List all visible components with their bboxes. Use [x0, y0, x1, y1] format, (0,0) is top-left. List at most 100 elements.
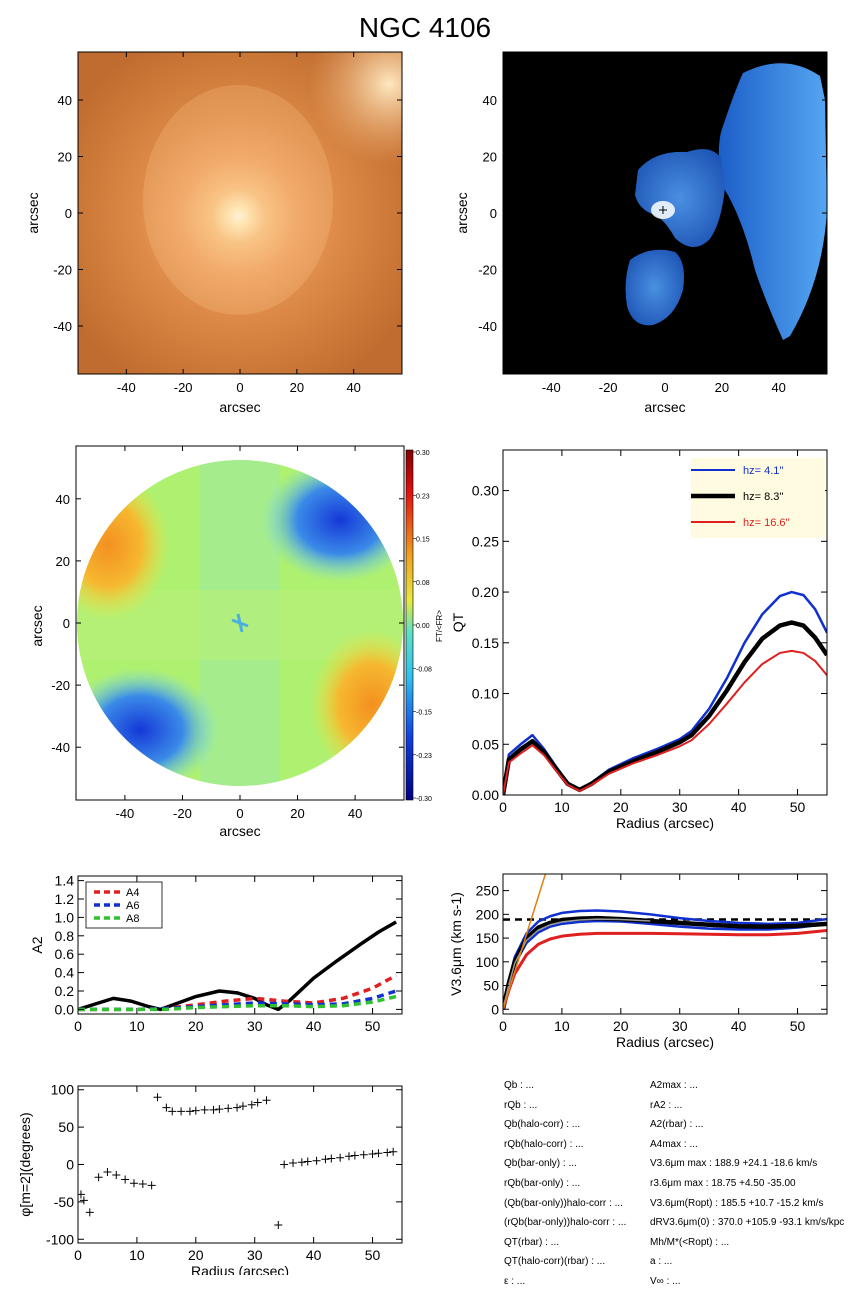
phase-profile-x-tick-label: 10 — [129, 1247, 145, 1263]
rotation-curve-y-tick-label: 100 — [476, 954, 500, 970]
phase-profile-x-tick-label: 30 — [247, 1247, 263, 1263]
scatter-point — [297, 1158, 306, 1167]
colorbar — [405, 449, 414, 801]
image-panel: arcsec arcsec -40 -20 0 20 40 -40 -20 0 20 40 — [25, 51, 403, 415]
params-left: Qb : ... rQb : ... Qb(halo-corr) : ... rQb(… — [504, 1076, 626, 1292]
rotation-curve-x-tick-label: 20 — [613, 1018, 629, 1034]
qt-profile-x-tick-label: 50 — [790, 799, 806, 815]
qt-profile-y-tick-label: 0.20 — [472, 584, 499, 600]
colorbar-tick-label: -0.15 — [416, 710, 432, 717]
image-y-tick-label: 20 — [58, 150, 72, 165]
bar-arc-right — [718, 63, 827, 340]
bar-y-tick-label: 40 — [483, 93, 497, 108]
qt-profile-y-tick-label: 0.05 — [472, 736, 499, 752]
param-line: V3.6μm max : 188.9 +24.1 -18.6 km/s — [650, 1158, 818, 1170]
series-line-1 — [503, 620, 827, 795]
bar-y-tick-label: 20 — [483, 150, 497, 165]
param-line: (Qb(bar-only))halo-corr : ... — [504, 1197, 623, 1209]
param-line: rQb : ... — [504, 1099, 538, 1111]
phase-profile-x-tick-label: 20 — [188, 1247, 204, 1263]
rotation-curve-x-tick-label: 30 — [672, 1018, 688, 1034]
scatter-point — [215, 1105, 224, 1114]
qt-profile-x-tick-label: 10 — [554, 799, 570, 815]
bar-x-tick-label: -20 — [599, 380, 618, 395]
rotation-curve-y-tick-label: 150 — [476, 930, 500, 946]
bar-x-tick-label: 20 — [715, 380, 729, 395]
phase-profile-y-tick-label: 50 — [58, 1119, 74, 1135]
scatter-point — [200, 1105, 209, 1114]
a2-profile-y-tick-label: 0.6 — [55, 946, 75, 962]
param-line: rQb(bar-only) : ... — [504, 1177, 581, 1189]
bar-ylabel: arcsec — [454, 192, 470, 233]
scatter-point — [359, 1150, 368, 1159]
a2-profile-x-tick-label: 10 — [129, 1018, 145, 1034]
bar-center-blob — [635, 149, 725, 248]
legend-entry: A8 — [126, 913, 139, 925]
series-line-4 — [503, 918, 651, 1010]
colorbar-tick-label: 0.08 — [416, 580, 430, 587]
scatter-point — [94, 1173, 103, 1182]
scatter-point — [233, 1103, 242, 1112]
scatter-point — [238, 1102, 247, 1111]
a2-profile-x-tick-label: 0 — [74, 1018, 82, 1034]
bar-x-tick-label: 40 — [771, 380, 785, 395]
rotation-curve-xlabel: Radius (arcsec) — [616, 1034, 714, 1050]
force-x-tick-label: 40 — [348, 806, 362, 821]
image-ylabel: arcsec — [25, 192, 41, 233]
a2-profile-y-tick-label: 0.8 — [55, 928, 75, 944]
phase-profile-xlabel: Radius (arcsec) — [191, 1263, 289, 1275]
image-x-tick-label: 40 — [346, 380, 360, 395]
scatter-point — [344, 1152, 353, 1161]
series-line-2 — [503, 649, 827, 795]
rotation-curve-y-tick-label: 200 — [476, 906, 500, 922]
force-map: FT/<FR> arcsec arcsec -40 -20 0 20 40 -40 -20 0… — [29, 445, 444, 839]
params-right: A2max : ... rA2 : ... A2(rbar) : ... A4max … — [650, 1076, 844, 1292]
qt-profile-y-tick-label: 0.00 — [472, 787, 499, 803]
phase-profile-y-tick-label: -100 — [46, 1231, 74, 1247]
series-line-0 — [78, 920, 397, 1012]
rotation-curve-x-tick-label: 10 — [554, 1018, 570, 1034]
param-line: A2(rbar) : ... — [650, 1119, 704, 1131]
bar-y-tick-label: -40 — [478, 319, 497, 334]
scatter-point — [389, 1147, 398, 1156]
scatter-point — [153, 1093, 162, 1102]
rotation-curve-y-tick-label: 0 — [491, 1001, 499, 1017]
scatter-point — [147, 1181, 156, 1190]
scatter-point — [103, 1167, 112, 1176]
scatter-point — [383, 1148, 392, 1157]
image-y-tick-label: -40 — [53, 319, 72, 334]
colorbar-tick-label: 0.00 — [416, 623, 430, 630]
series-line-5 — [503, 874, 547, 1010]
scatter-point — [327, 1154, 336, 1163]
phase-profile-x-tick-label: 50 — [365, 1247, 381, 1263]
param-line: Qb(bar-only) : ... — [504, 1158, 577, 1170]
colorbar-tick-label: 0.23 — [416, 493, 430, 500]
scatter-point — [129, 1179, 138, 1188]
series-line-0 — [503, 590, 827, 795]
a2-profile-y-tick-label: 1.0 — [55, 909, 75, 925]
param-line: Mh/M*(<Ropt) : ... — [650, 1236, 730, 1248]
phase-profile-y-tick-label: 0 — [66, 1157, 74, 1173]
param-line: a : ... — [650, 1256, 673, 1268]
qt-profile-ylabel: QT — [450, 612, 466, 632]
series-line-2 — [503, 915, 827, 1010]
scatter-point — [274, 1221, 283, 1230]
force-y-tick-label: 40 — [56, 492, 70, 507]
scatter-point — [350, 1151, 359, 1160]
rotation-curve-y-tick-label: 250 — [476, 883, 500, 899]
force-x-tick-label: 20 — [290, 806, 304, 821]
scatter-point — [374, 1149, 383, 1158]
image-x-tick-label: -20 — [174, 380, 193, 395]
bar-xlabel: arcsec — [644, 399, 685, 415]
phase-profile-y-tick-label: 100 — [51, 1082, 75, 1098]
param-line: r3.6μm max : 18.75 +4.50 -35.00 — [650, 1177, 796, 1189]
param-line: rQb(halo-corr) : ... — [504, 1138, 584, 1150]
legend-entry: A4 — [126, 887, 139, 899]
image-x-tick-label: 0 — [236, 380, 243, 395]
phase-profile-y-tick-label: -50 — [54, 1194, 74, 1210]
rotation-curve-x-tick-label: 50 — [790, 1018, 806, 1034]
qt-legend: hz= 4.1'' hz= 8.3'' hz= 16.6'' — [691, 458, 825, 538]
a2-profile: 0 10 20 30 40 500.00.20.40.60.81.01.21.4A2A4A… — [29, 873, 403, 1034]
bar-x-tick-label: -40 — [542, 380, 561, 395]
page-title: NGC 4106 — [358, 12, 492, 43]
